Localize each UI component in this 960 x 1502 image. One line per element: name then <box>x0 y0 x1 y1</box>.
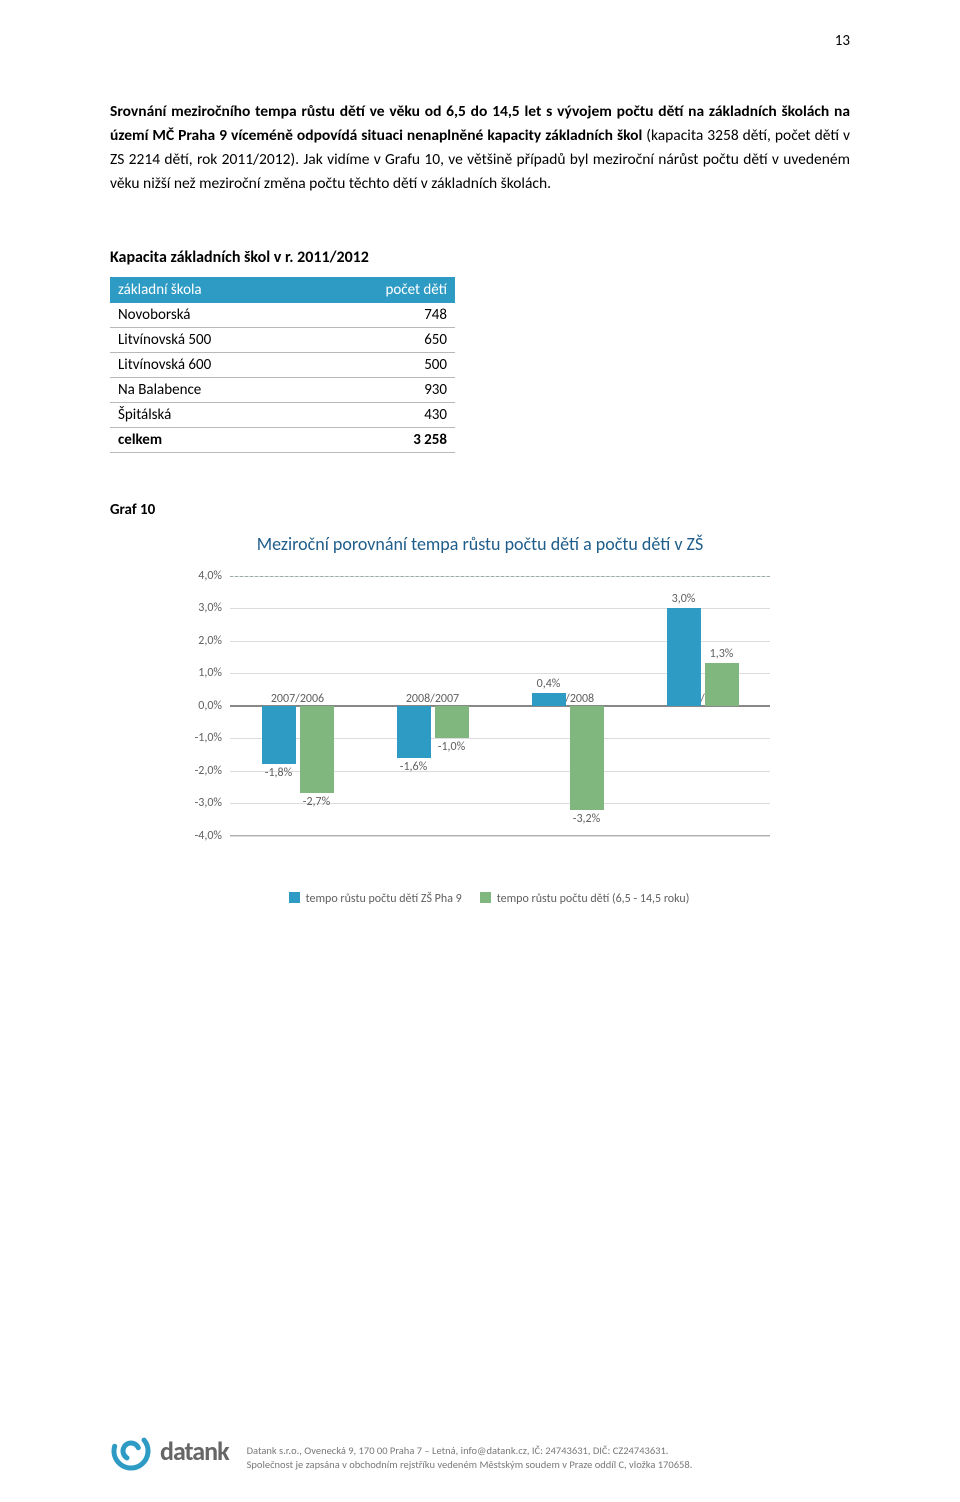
x-axis-labels <box>230 836 770 856</box>
table-title: Kapacita základních škol v r. 2011/2012 <box>110 248 850 267</box>
page-number: 13 <box>835 32 850 50</box>
y-tick-label: 2,0% <box>170 634 222 648</box>
bar <box>570 706 604 810</box>
x-category-label: 2008/2007 <box>406 692 459 706</box>
cell-name: Litvínovská 600 <box>110 353 312 378</box>
bar-value-label: -1,8% <box>265 766 292 780</box>
chart-container: Meziroční porovnání tempa růstu počtu dě… <box>170 533 790 906</box>
cell-name: Špitálská <box>110 403 312 428</box>
page-footer: datank Datank s.r.o., Ovenecká 9, 170 00… <box>110 1430 850 1472</box>
bar <box>435 706 469 739</box>
chart-legend: tempo růstu počtu dětí ZŠ Pha 9 tempo růs… <box>170 892 790 906</box>
logo-icon <box>110 1430 152 1472</box>
bar-value-label: 1,3% <box>710 647 734 661</box>
bar-value-label: -3,2% <box>573 812 600 826</box>
bar-value-label: 0,4% <box>537 677 561 691</box>
table-row: Litvínovská 600500 <box>110 353 455 378</box>
bar <box>300 706 334 794</box>
chart: 2007/2006-1,8%-2,7%2008/2007-1,6%-1,0%20… <box>170 576 790 856</box>
bar-value-label: -1,0% <box>438 740 465 754</box>
y-tick-label: -2,0% <box>170 764 222 778</box>
table-row: Špitálská430 <box>110 403 455 428</box>
legend-swatch <box>289 892 300 903</box>
total-value: 3 258 <box>312 428 455 453</box>
bar-value-label: -2,7% <box>303 795 330 809</box>
cell-value: 650 <box>312 328 455 353</box>
y-tick-label: -1,0% <box>170 731 222 745</box>
footer-text: Datank s.r.o., Ovenecká 9, 170 00 Praha … <box>247 1444 850 1472</box>
table-total-row: celkem3 258 <box>110 428 455 453</box>
footer-line1: Datank s.r.o., Ovenecká 9, 170 00 Praha … <box>247 1444 669 1457</box>
cell-value: 748 <box>312 303 455 328</box>
bar-value-label: -1,6% <box>400 760 427 774</box>
cell-value: 430 <box>312 403 455 428</box>
y-tick-label: 1,0% <box>170 666 222 680</box>
th-school: základní škola <box>110 277 312 303</box>
y-tick-label: 0,0% <box>170 699 222 713</box>
y-tick-label: -4,0% <box>170 829 222 843</box>
cell-name: Litvínovská 500 <box>110 328 312 353</box>
logo-text: datank <box>160 1435 229 1467</box>
bar <box>262 706 296 765</box>
table-row: Litvínovská 500650 <box>110 328 455 353</box>
table-row: Na Balabence930 <box>110 378 455 403</box>
y-tick-label: -3,0% <box>170 796 222 810</box>
page: 13 Srovnání meziročního tempa růstu dětí… <box>0 0 960 1502</box>
y-tick-label: 4,0% <box>170 569 222 583</box>
th-count: počet dětí <box>312 277 455 303</box>
graf-label: Graf 10 <box>110 501 850 519</box>
bar <box>705 663 739 705</box>
bar-value-label: 3,0% <box>672 592 696 606</box>
legend-swatch <box>480 892 491 903</box>
cell-name: Novoborská <box>110 303 312 328</box>
cell-name: Na Balabence <box>110 378 312 403</box>
logo: datank <box>110 1430 229 1472</box>
bar <box>532 693 566 706</box>
y-tick-label: 3,0% <box>170 601 222 615</box>
bar <box>667 608 701 706</box>
cell-value: 500 <box>312 353 455 378</box>
body-paragraph: Srovnání meziročního tempa růstu dětí ve… <box>110 100 850 196</box>
capacity-table: základní škola počet dětí Novoborská748L… <box>110 277 455 453</box>
x-category-label: 2007/2006 <box>271 692 324 706</box>
legend-label: tempo růstu počtu dětí (6,5 - 14,5 roku) <box>497 892 690 906</box>
chart-plot: 2007/2006-1,8%-2,7%2008/2007-1,6%-1,0%20… <box>230 576 770 836</box>
bar <box>397 706 431 758</box>
total-label: celkem <box>110 428 312 453</box>
table-row: Novoborská748 <box>110 303 455 328</box>
footer-line2: Společnost je zapsána v obchodním rejstř… <box>247 1458 693 1471</box>
chart-title: Meziroční porovnání tempa růstu počtu dě… <box>170 533 790 556</box>
cell-value: 930 <box>312 378 455 403</box>
legend-label: tempo růstu počtu dětí ZŠ Pha 9 <box>306 892 462 906</box>
